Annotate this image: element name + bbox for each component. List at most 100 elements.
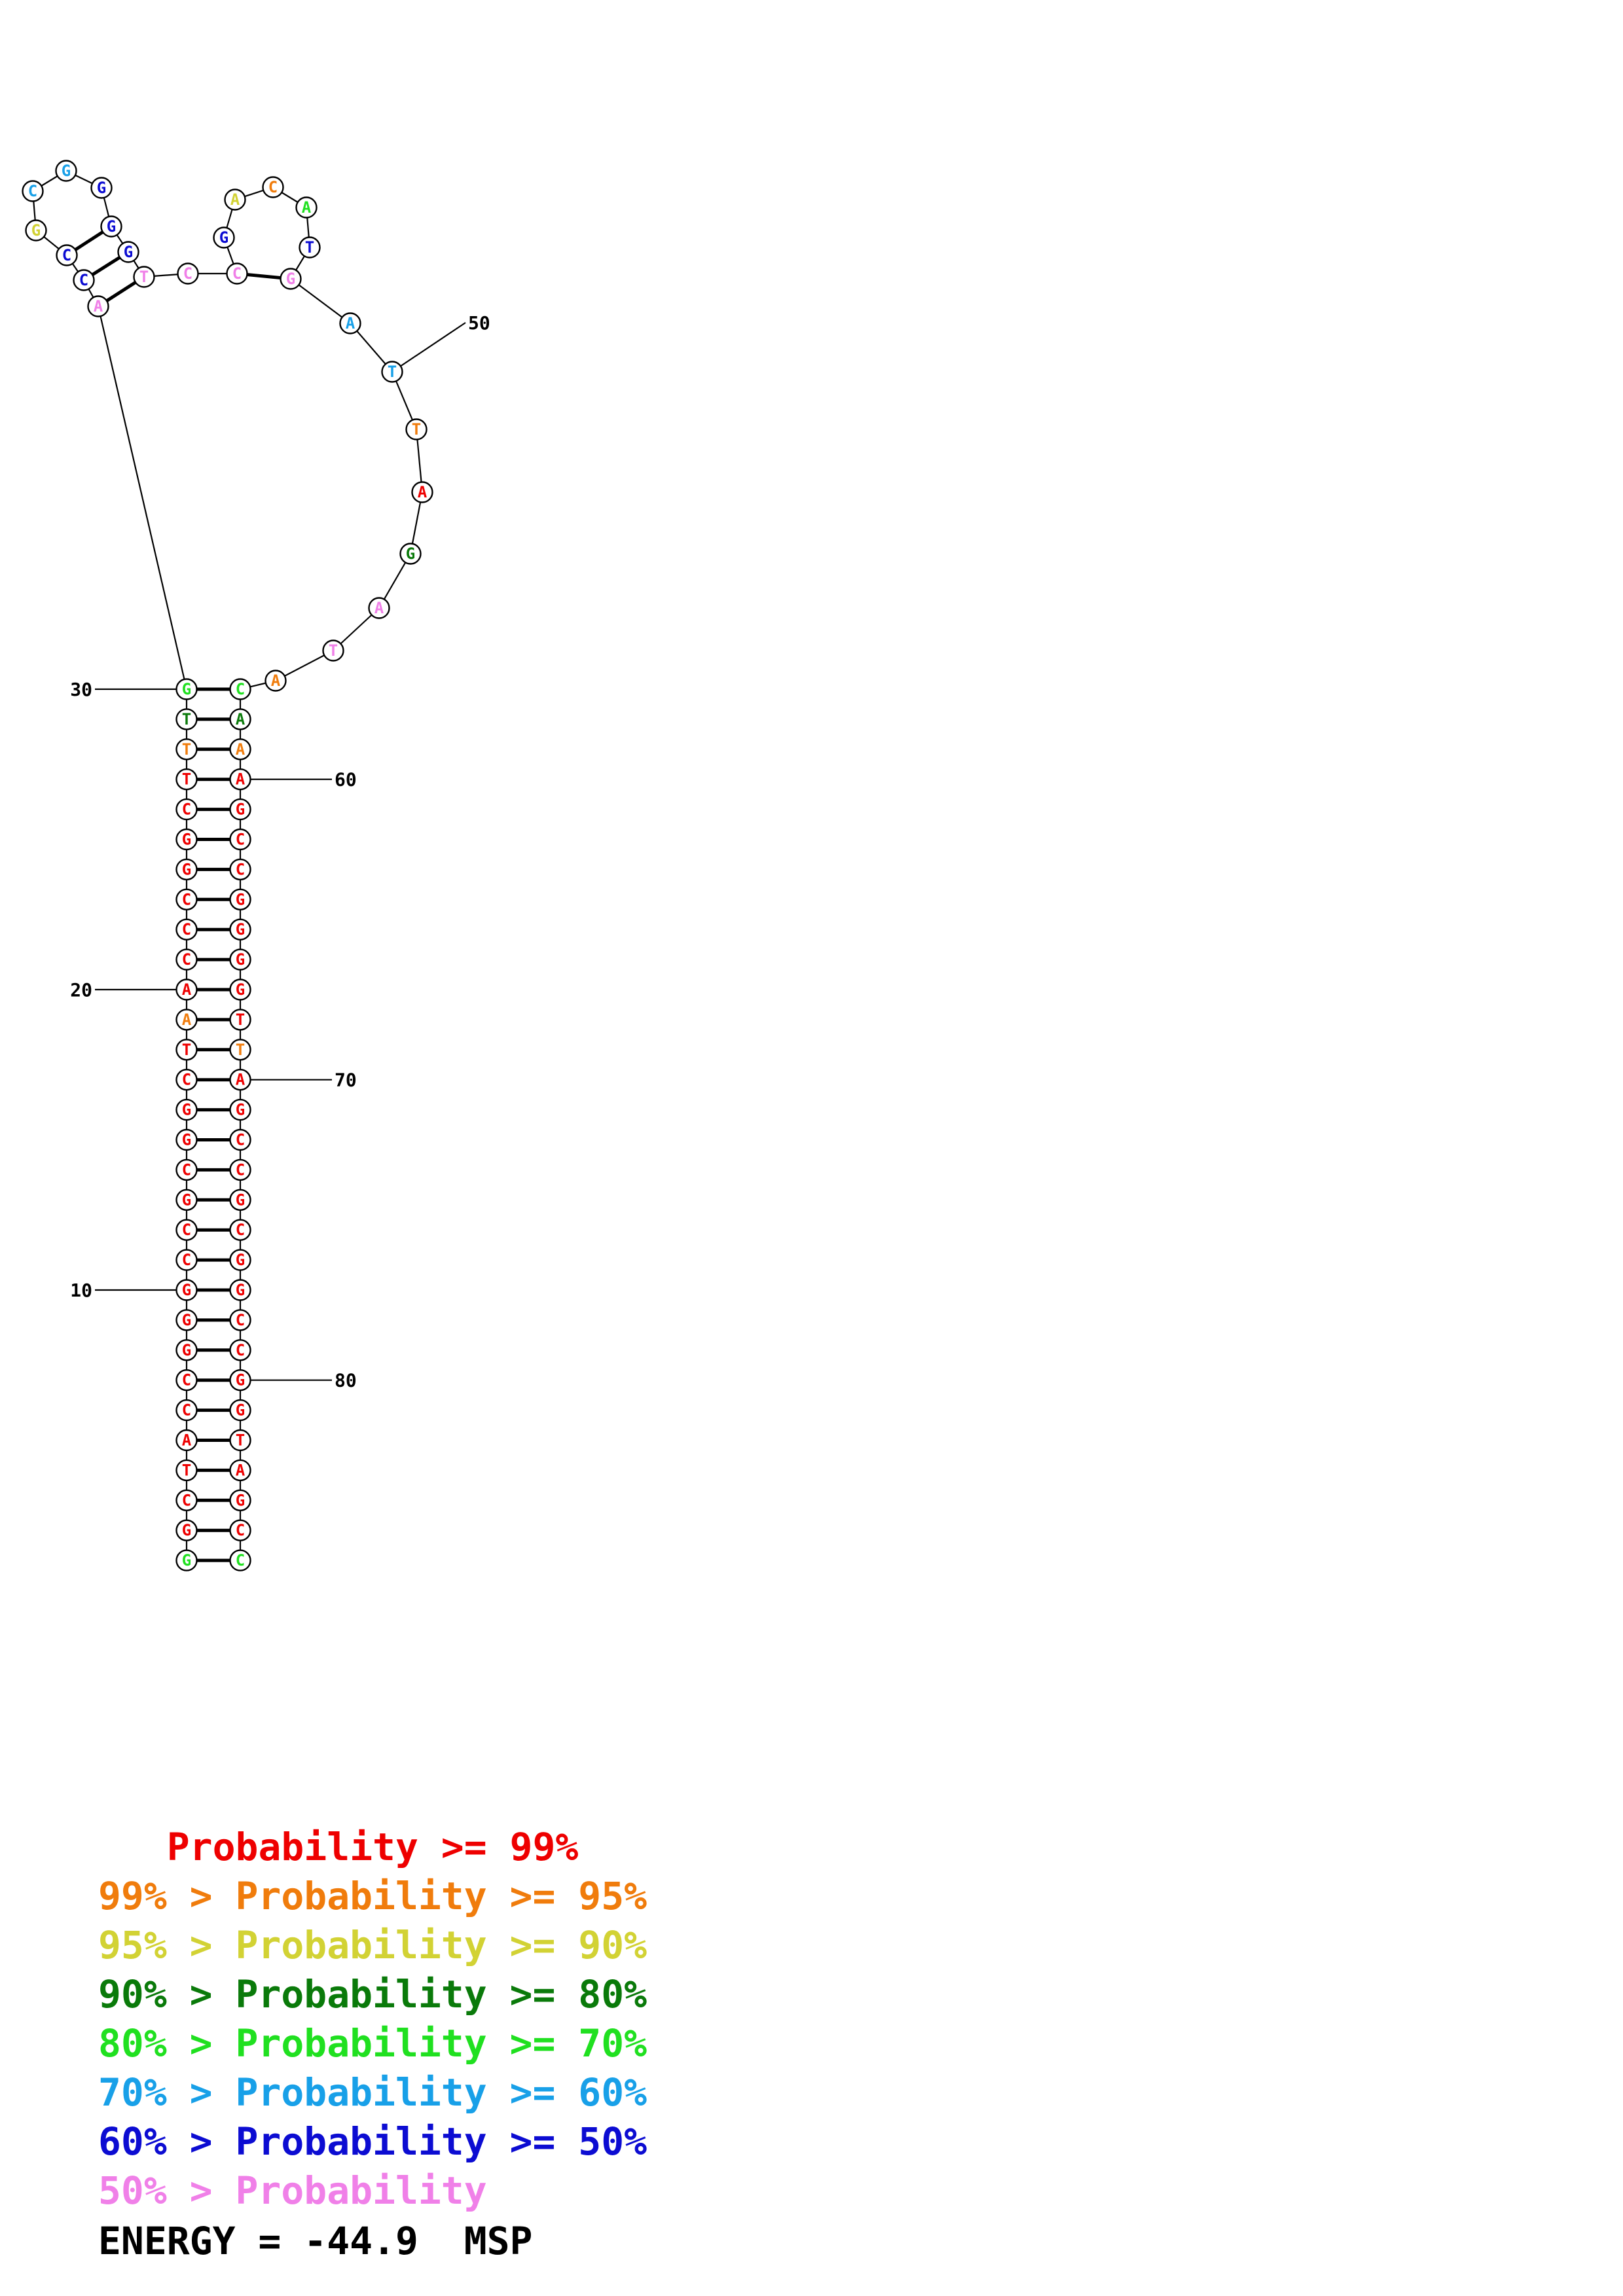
nucleotide-base: A bbox=[302, 198, 312, 217]
nucleotide-circle bbox=[229, 978, 251, 1001]
nucleotide: C bbox=[175, 918, 198, 941]
nucleotide-circle bbox=[299, 236, 321, 259]
energy-label: ENERGY = -44.9 MSP bbox=[98, 2219, 533, 2263]
nucleotide-base: A bbox=[94, 297, 103, 315]
nucleotide-base: G bbox=[182, 1281, 191, 1299]
nucleotide: G bbox=[175, 1128, 198, 1151]
nucleotide-circle bbox=[177, 262, 199, 285]
position-number: 50 bbox=[468, 312, 490, 334]
nucleotide-base: G bbox=[286, 270, 295, 288]
nucleotide-circle bbox=[175, 1249, 198, 1271]
number-labels: 10 20 30 50 60 70 80 bbox=[70, 312, 490, 1391]
nucleotide-base: G bbox=[236, 950, 245, 969]
nucleotide-circle bbox=[229, 1279, 251, 1301]
legend-probability: Probability bbox=[235, 1874, 487, 1918]
nucleotide-circle bbox=[175, 1339, 198, 1361]
nucleotide: G bbox=[175, 1189, 198, 1211]
nucleotide: A bbox=[175, 1009, 198, 1031]
legend-threshold: >= 99% bbox=[418, 1825, 579, 1869]
nucleotide-base: G bbox=[62, 162, 71, 180]
nucleotide: T bbox=[175, 1459, 198, 1482]
legend-row: 60% > Probability >= 50% bbox=[98, 2117, 647, 2166]
nucleotide-circle bbox=[226, 262, 248, 285]
nucleotide-base: C bbox=[236, 680, 245, 698]
nucleotide: C bbox=[229, 1519, 251, 1541]
nucleotide-circle bbox=[229, 828, 251, 851]
nucleotide-base: G bbox=[107, 217, 116, 236]
nucleotide: C bbox=[229, 1219, 251, 1241]
nucleotide: G bbox=[229, 948, 251, 971]
nucleotide-base: C bbox=[268, 178, 278, 196]
nucleotide: G bbox=[175, 1339, 198, 1361]
nucleotide-base: G bbox=[236, 800, 245, 819]
nucleotide: A bbox=[295, 196, 318, 219]
nucleotide: C bbox=[229, 1158, 251, 1181]
nucleotide-base: C bbox=[182, 1221, 191, 1239]
nucleotide: C bbox=[73, 269, 95, 291]
nucleotide: C bbox=[175, 1068, 198, 1091]
nucleotide-circle bbox=[264, 670, 287, 692]
nucleotide: C bbox=[56, 244, 78, 266]
nucleotide-base: A bbox=[418, 483, 428, 501]
nucleotide: G bbox=[25, 219, 47, 242]
nucleotide: C bbox=[175, 798, 198, 821]
nucleotide: A bbox=[87, 295, 109, 317]
nucleotide: A bbox=[368, 597, 390, 619]
nucleotide-base: C bbox=[236, 1551, 245, 1570]
nucleotide-circle bbox=[100, 215, 122, 238]
nucleotide: G bbox=[229, 1399, 251, 1422]
legend-row: 50% > Probability bbox=[98, 2166, 647, 2215]
nucleotide-base: C bbox=[182, 1491, 191, 1509]
nucleotide: G bbox=[229, 798, 251, 821]
nucleotide-base: G bbox=[236, 1251, 245, 1269]
legend-probability: Probability bbox=[235, 2070, 487, 2115]
nucleotide-base: G bbox=[236, 1281, 245, 1299]
nucleotide: C bbox=[229, 828, 251, 851]
nucleotide: T bbox=[175, 738, 198, 761]
nucleotide: G bbox=[175, 1549, 198, 1571]
nucleotide-circle bbox=[229, 1489, 251, 1512]
number-tick bbox=[392, 322, 466, 372]
nucleotide-base: C bbox=[182, 890, 191, 908]
legend-row: 99% > Probability >= 95% bbox=[98, 1872, 647, 1921]
nucleotide-circle bbox=[175, 1039, 198, 1061]
nucleotide-base: A bbox=[236, 1071, 246, 1089]
nucleotide: G bbox=[175, 1098, 198, 1121]
nucleotide: T bbox=[133, 266, 155, 288]
nucleotide: A bbox=[229, 1068, 251, 1091]
legend-threshold: >= 70% bbox=[486, 2021, 647, 2066]
nucleotide: T bbox=[175, 768, 198, 791]
nucleotide: T bbox=[175, 708, 198, 730]
position-number: 20 bbox=[70, 979, 92, 1001]
nucleotide-circle bbox=[87, 295, 109, 317]
nucleotide: T bbox=[229, 1039, 251, 1061]
nucleotide-circle bbox=[175, 1009, 198, 1031]
nucleotide-circle bbox=[322, 639, 344, 662]
nucleotide-base: C bbox=[182, 1071, 191, 1089]
nucleotide: T bbox=[299, 236, 321, 259]
nucleotide-circle bbox=[175, 768, 198, 791]
nucleotide-circle bbox=[229, 1098, 251, 1121]
nucleotide: G bbox=[229, 1369, 251, 1391]
nucleotide-base: G bbox=[182, 860, 191, 878]
nucleotide-circle bbox=[175, 708, 198, 730]
nucleotide: C bbox=[229, 1309, 251, 1331]
position-number: 60 bbox=[335, 769, 357, 791]
nucleotide-base: G bbox=[182, 1131, 191, 1149]
legend-lead: 90% > bbox=[98, 1972, 236, 2017]
legend-lead: 80% > bbox=[98, 2021, 236, 2066]
nucleotide-circle bbox=[229, 1399, 251, 1422]
nucleotide-circle bbox=[175, 1158, 198, 1181]
nucleotide-circle bbox=[175, 978, 198, 1001]
nucleotide-circle bbox=[229, 1039, 251, 1061]
nucleotide: G bbox=[229, 888, 251, 911]
nucleotide-base: A bbox=[236, 1461, 246, 1479]
nucleotide: C bbox=[175, 1489, 198, 1512]
nucleotide-base: C bbox=[236, 1341, 245, 1359]
nucleotide: C bbox=[175, 1249, 198, 1271]
nucleotide-base: G bbox=[182, 1311, 191, 1329]
nucleotide: A bbox=[229, 708, 251, 730]
nucleotide-circle bbox=[229, 948, 251, 971]
nucleotide-base: G bbox=[97, 179, 106, 197]
nucleotide-base: G bbox=[124, 243, 133, 261]
